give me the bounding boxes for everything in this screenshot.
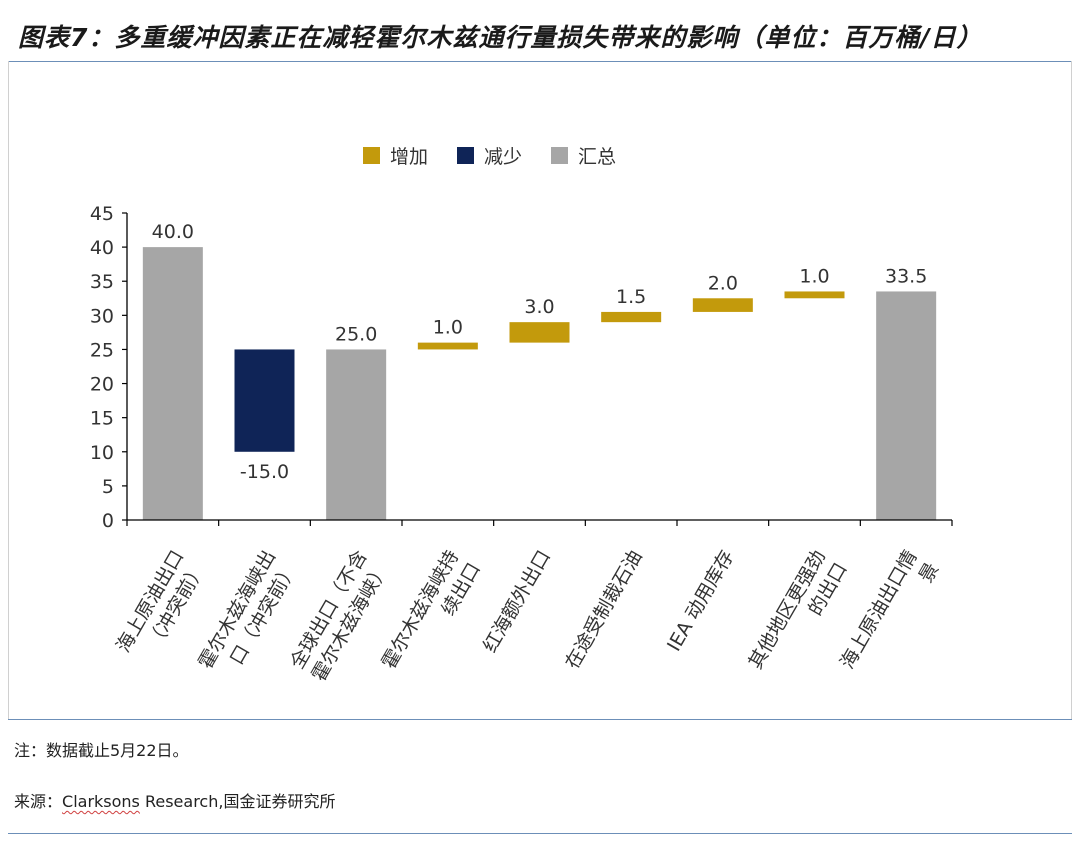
bar-increase bbox=[509, 322, 570, 343]
right-frame-line bbox=[1071, 61, 1072, 719]
x-category-label: 红海额外出口 bbox=[479, 547, 555, 657]
y-tick-label: 40 bbox=[90, 237, 114, 259]
left-frame-line bbox=[8, 61, 9, 719]
y-tick-label: 30 bbox=[90, 305, 114, 327]
legend: 增加 减少 汇总 bbox=[363, 146, 616, 168]
x-axis: 海上原油出口（冲突前）霍尔木兹海峡出口（冲突前）全球出口（不含霍尔木兹海峡）霍尔… bbox=[112, 519, 953, 686]
y-tick-label: 25 bbox=[90, 339, 114, 361]
source-note: 来源：Clarksons Research,国金证券研究所 bbox=[14, 788, 335, 812]
data-label: 2.0 bbox=[708, 272, 738, 294]
bars: 40.0 -15.0 25.0 1.0 3.0 1.5 2.0 1.0 33.5 bbox=[142, 221, 937, 520]
x-category-label-line: 景 bbox=[915, 559, 944, 586]
bar-total bbox=[326, 349, 387, 520]
data-label: 1.0 bbox=[433, 317, 463, 339]
data-label: 1.5 bbox=[616, 286, 646, 308]
y-tick-label: 5 bbox=[102, 476, 114, 498]
source-prefix: 来源： bbox=[14, 792, 63, 811]
x-category-label-line: 红海额外出口 bbox=[479, 547, 555, 657]
data-label: 25.0 bbox=[335, 323, 377, 345]
title-top-rule bbox=[8, 61, 1072, 62]
y-axis: 0 5 10 15 20 25 30 35 40 45 bbox=[90, 203, 128, 532]
bar-increase bbox=[601, 311, 662, 323]
legend-swatch-total bbox=[551, 147, 568, 164]
legend-label-total: 汇总 bbox=[578, 146, 616, 168]
y-tick-label: 20 bbox=[90, 374, 114, 396]
x-category-label: 海上原油出口（冲突前） bbox=[112, 547, 210, 657]
data-label: -15.0 bbox=[240, 461, 289, 483]
bar-decrease bbox=[234, 349, 295, 452]
y-tick-label: 10 bbox=[90, 442, 114, 464]
x-category-label-line: 海上原油出口情 bbox=[836, 547, 922, 673]
y-tick-label: 0 bbox=[102, 510, 114, 532]
y-tick-label: 15 bbox=[90, 408, 114, 430]
notes-divider bbox=[8, 719, 1072, 720]
legend-swatch-increase bbox=[363, 147, 380, 164]
bar-total bbox=[876, 291, 937, 520]
source-rest: Research,国金证券研究所 bbox=[139, 792, 336, 811]
bar-increase bbox=[417, 342, 478, 350]
legend-label-decrease: 减少 bbox=[484, 146, 522, 168]
x-category-label-line: IEA 动用库存 bbox=[663, 547, 738, 656]
y-tick-label: 45 bbox=[90, 203, 114, 225]
data-label: 33.5 bbox=[885, 265, 927, 287]
data-label: 40.0 bbox=[152, 221, 194, 243]
data-label: 3.0 bbox=[524, 296, 554, 318]
x-category-label: 在途受制裁石油 bbox=[561, 547, 647, 673]
x-category-label-line: 在途受制裁石油 bbox=[561, 547, 647, 673]
source-name: Clarksons bbox=[62, 792, 140, 811]
bar-total bbox=[142, 247, 203, 520]
x-category-label: IEA 动用库存 bbox=[663, 547, 738, 656]
bottom-rule bbox=[8, 833, 1072, 834]
bar-increase bbox=[784, 291, 845, 299]
footnote: 注：数据截止5月22日。 bbox=[14, 741, 189, 760]
chart-title: 图表7：多重缓冲因素正在减轻霍尔木兹通行量损失带来的影响（单位：百万桶/日） bbox=[18, 23, 983, 52]
legend-label-increase: 增加 bbox=[390, 146, 428, 168]
data-label: 1.0 bbox=[799, 265, 829, 287]
bar-increase bbox=[692, 298, 753, 312]
y-tick-label: 35 bbox=[90, 271, 114, 293]
legend-swatch-decrease bbox=[457, 147, 474, 164]
